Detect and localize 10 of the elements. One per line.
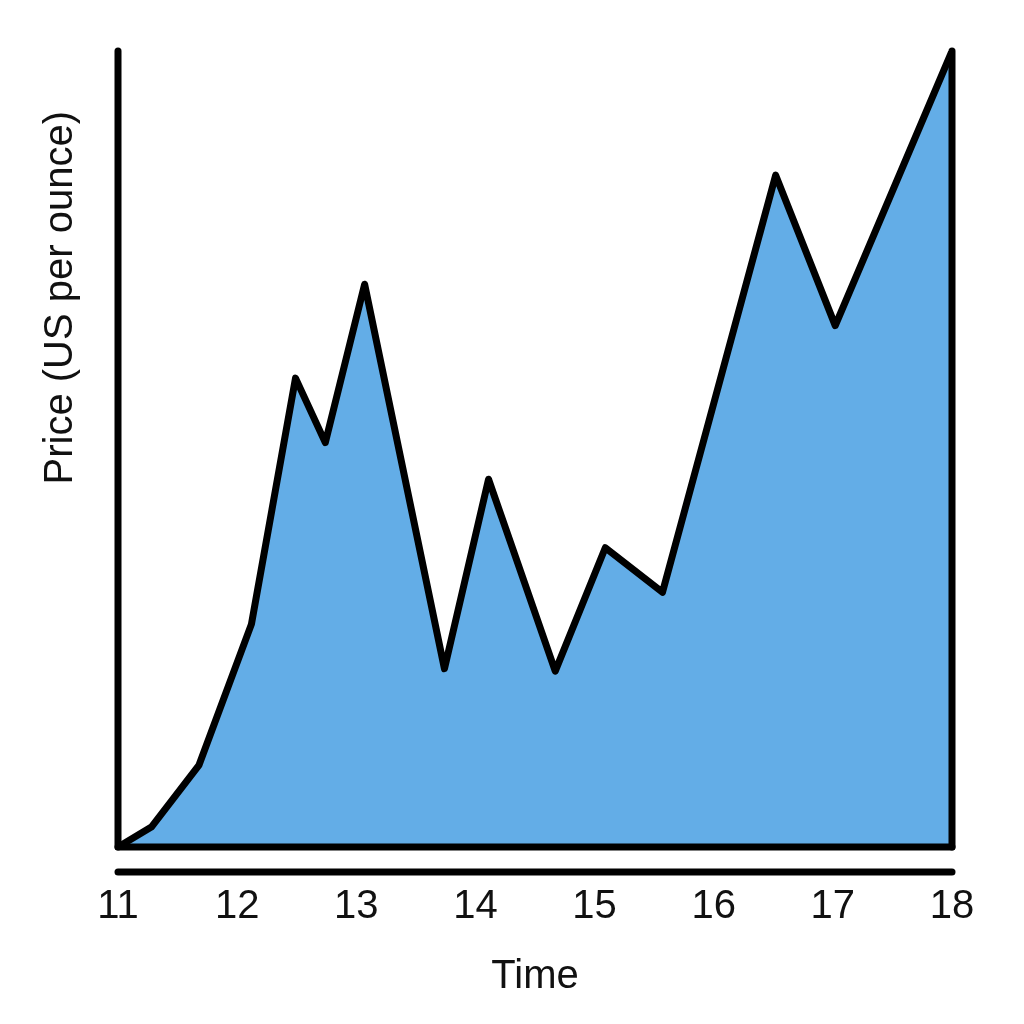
x-tick-label: 14 <box>453 882 498 927</box>
x-tick-label: 12 <box>214 882 260 927</box>
x-tick-label: 18 <box>929 882 975 927</box>
x-tick-label: 15 <box>572 882 617 927</box>
y-axis-title: Price (US per ounce) <box>36 111 80 485</box>
x-tick-label: 11 <box>97 882 139 927</box>
x-tick-label: 17 <box>810 882 856 927</box>
x-tick-label: 16 <box>691 882 736 927</box>
x-axis-title: Time <box>491 952 579 996</box>
x-tick-label: 13 <box>334 882 379 927</box>
